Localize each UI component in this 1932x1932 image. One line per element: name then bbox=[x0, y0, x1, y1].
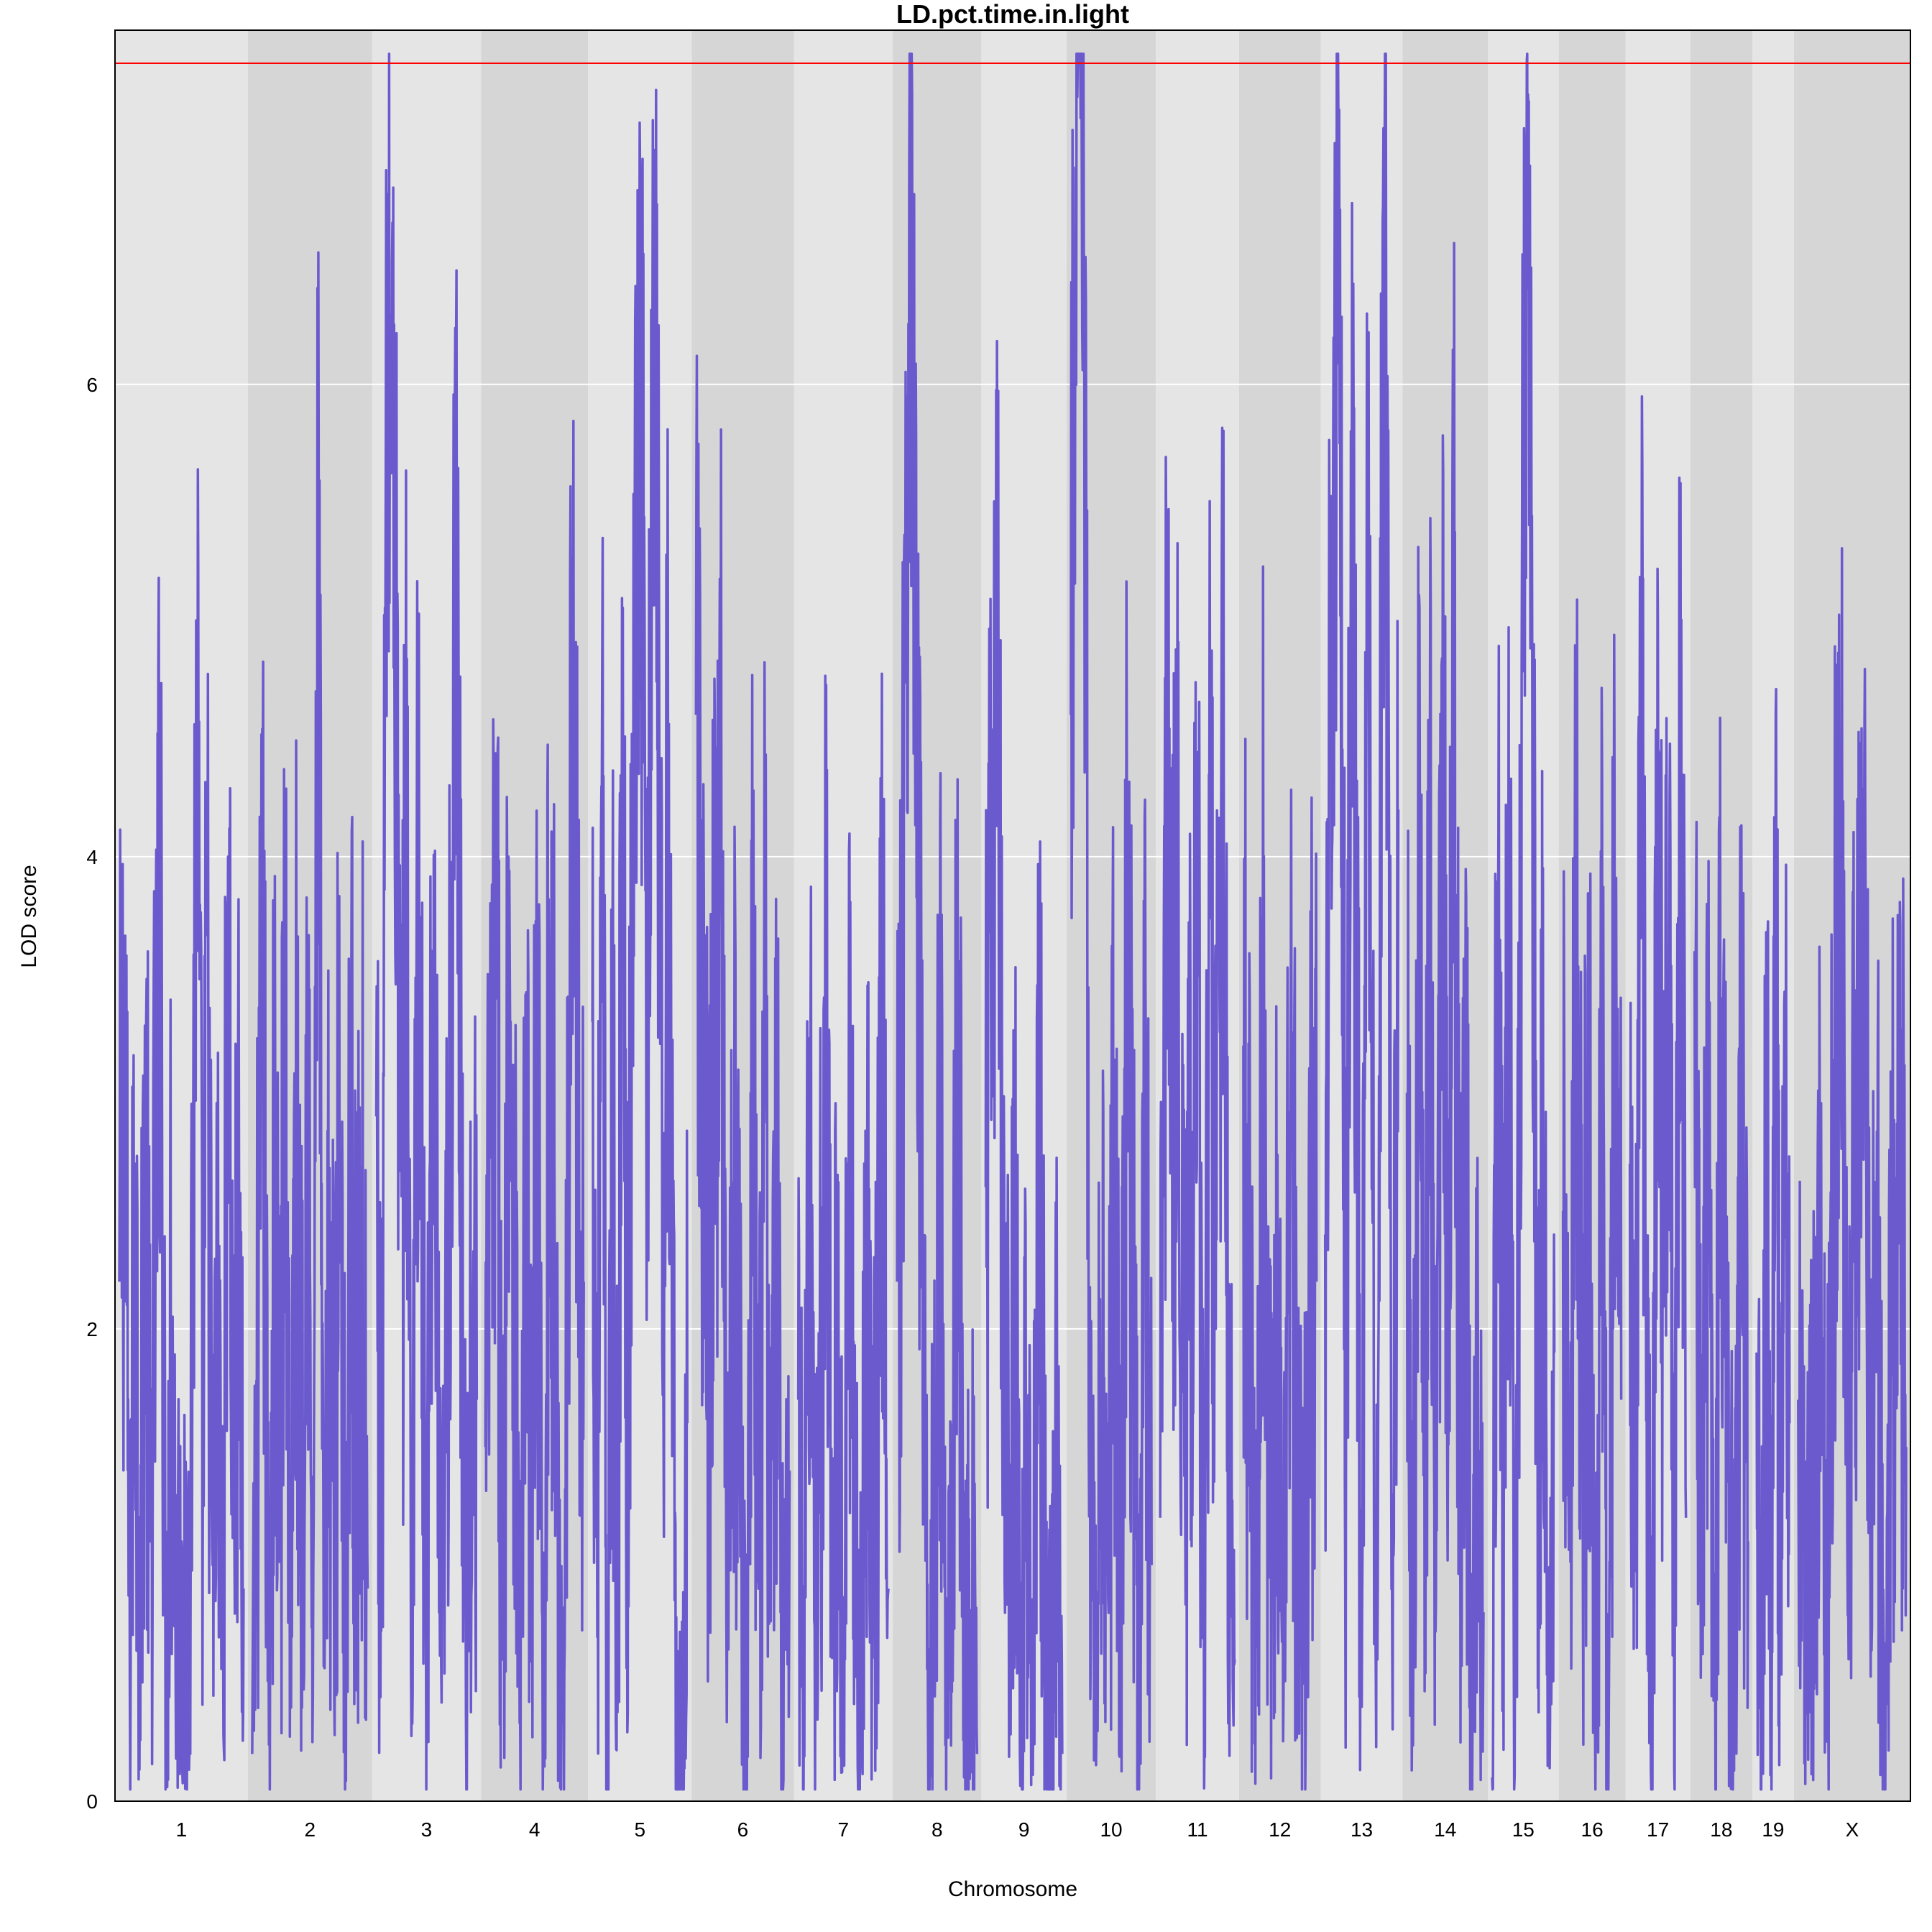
lod-line-chr-17 bbox=[1628, 395, 1688, 1791]
x-tick-label-16: 16 bbox=[1581, 1818, 1604, 1841]
x-tick-label-5: 5 bbox=[634, 1818, 645, 1841]
lod-line-chr-9 bbox=[984, 339, 1064, 1791]
y-tick-label-4: 4 bbox=[86, 846, 98, 868]
lod-line-chr-7 bbox=[796, 672, 890, 1791]
chart-title: LD.pct.time.in.light bbox=[896, 0, 1129, 29]
lod-line-chr-15 bbox=[1491, 52, 1556, 1791]
x-axis: 1 2 3 4 5 6 7 8 9 10 11 12 13 14 15 16 17 18 19 X bbox=[176, 1818, 1859, 1841]
x-axis-label: Chromosome bbox=[948, 1877, 1077, 1901]
lod-line-chr-5 bbox=[591, 88, 689, 1791]
y-tick-label-0: 0 bbox=[86, 1790, 98, 1813]
x-tick-label-11: 11 bbox=[1187, 1818, 1208, 1841]
x-tick-label-15: 15 bbox=[1512, 1818, 1535, 1841]
x-tick-label-2: 2 bbox=[304, 1818, 316, 1841]
x-tick-label-12: 12 bbox=[1269, 1818, 1291, 1841]
lod-line-chr-11 bbox=[1159, 426, 1236, 1790]
x-tick-label-6: 6 bbox=[737, 1818, 749, 1841]
lod-line-chr-19 bbox=[1755, 687, 1791, 1791]
x-tick-label-4: 4 bbox=[529, 1818, 540, 1841]
x-tick-label-9: 9 bbox=[1018, 1818, 1030, 1841]
lod-line-chr-14 bbox=[1405, 242, 1485, 1791]
x-tick-label-14: 14 bbox=[1434, 1818, 1456, 1841]
x-tick-label-8: 8 bbox=[932, 1818, 943, 1841]
x-tick-label-10: 10 bbox=[1100, 1818, 1122, 1841]
lod-line-chr-8 bbox=[896, 52, 979, 1791]
y-tick-label-2: 2 bbox=[86, 1318, 98, 1340]
lod-series bbox=[118, 52, 1908, 1791]
lod-line-chr-13 bbox=[1323, 52, 1400, 1772]
lod-line-chr-3 bbox=[374, 52, 479, 1791]
y-axis: 0 2 4 6 bbox=[86, 374, 98, 1813]
lod-line-chr-4 bbox=[484, 419, 585, 1791]
lod-line-chr-18 bbox=[1693, 717, 1749, 1791]
lod-line-chr-x bbox=[1797, 547, 1908, 1791]
y-tick-label-6: 6 bbox=[86, 374, 98, 396]
plot-frame bbox=[114, 29, 1911, 1802]
lod-line-chr-1 bbox=[118, 468, 245, 1791]
lod-line-chr-16 bbox=[1561, 598, 1623, 1791]
x-tick-label-13: 13 bbox=[1351, 1818, 1373, 1841]
lod-line-chr-2 bbox=[251, 251, 369, 1791]
lod-line-chr-12 bbox=[1242, 565, 1318, 1791]
x-tick-label-18: 18 bbox=[1710, 1818, 1732, 1841]
lod-line-chr-6 bbox=[694, 354, 791, 1791]
y-axis-label: LOD score bbox=[17, 865, 41, 967]
x-tick-label-3: 3 bbox=[421, 1818, 433, 1841]
lod-line-chr-10 bbox=[1070, 52, 1153, 1791]
x-tick-label-7: 7 bbox=[838, 1818, 850, 1841]
x-tick-label-17: 17 bbox=[1647, 1818, 1669, 1841]
x-tick-label-1: 1 bbox=[176, 1818, 188, 1841]
x-tick-label-19: 19 bbox=[1762, 1818, 1784, 1841]
x-tick-label-x: X bbox=[1846, 1818, 1859, 1841]
